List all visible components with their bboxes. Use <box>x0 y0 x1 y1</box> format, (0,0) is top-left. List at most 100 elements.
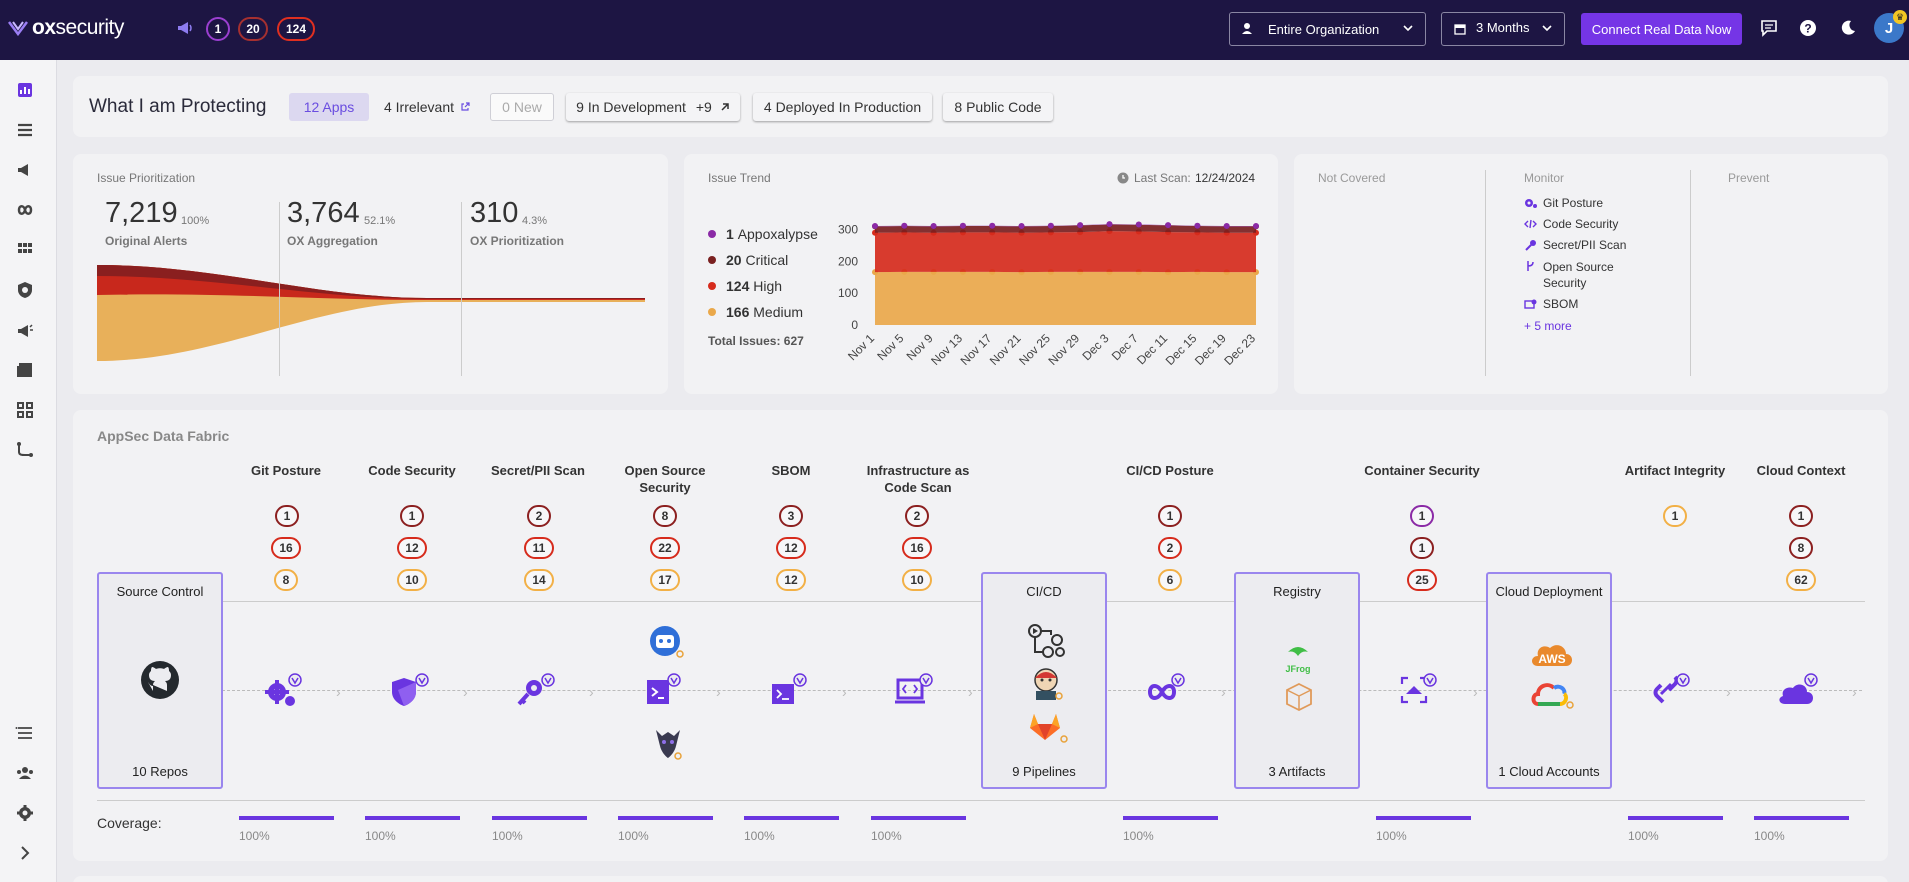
point-appoxalypse[interactable] <box>872 223 878 230</box>
irrelevant-label: 4 Irrelevant <box>383 99 455 115</box>
cloud-context-high-count[interactable]: 8 <box>1789 537 1813 559</box>
dark-mode-icon[interactable] <box>1839 19 1857 37</box>
cicd-posture-critical-count[interactable]: 1 <box>1158 505 1182 527</box>
cicd-posture-medium-count[interactable]: 6 <box>1158 569 1182 591</box>
point-appoxalypse[interactable] <box>1106 221 1113 228</box>
point-appoxalypse[interactable] <box>1223 223 1230 230</box>
code-security-shield-icon[interactable] <box>390 672 432 708</box>
point-appoxalypse[interactable] <box>930 223 937 230</box>
cicd-posture-infinity-icon[interactable] <box>1146 672 1188 708</box>
monitor-item-open-source[interactable]: Open Source Security <box>1524 259 1624 291</box>
column-container-security: Container Security <box>1364 463 1480 478</box>
point-appoxalypse[interactable] <box>1135 221 1142 228</box>
shield-search-icon[interactable] <box>15 280 35 300</box>
cloud-deployment-box[interactable]: Cloud Deployment AWS 1 Cloud Accounts <box>1486 572 1612 789</box>
iac-laptop-icon[interactable] <box>894 672 936 708</box>
deployed-production-chip[interactable]: 4 Deployed In Production <box>753 93 932 121</box>
source-control-box[interactable]: Source Control 10 Repos <box>97 572 223 789</box>
appoxalypse-badge[interactable]: 1 <box>206 17 230 41</box>
cicd-posture-high-count[interactable]: 2 <box>1158 537 1182 559</box>
point-appoxalypse[interactable] <box>1047 222 1054 229</box>
sbom-document-icon[interactable] <box>768 672 810 708</box>
secret-scan-high-count[interactable]: 11 <box>524 537 554 559</box>
team-icon[interactable] <box>15 763 35 783</box>
container-scan-icon[interactable] <box>1398 672 1440 708</box>
secret-scan-critical-count[interactable]: 2 <box>527 505 551 527</box>
sbom-critical-count[interactable]: 3 <box>779 505 803 527</box>
open-source-high-count[interactable]: 22 <box>650 537 680 559</box>
monitor-item-sbom[interactable]: SBOM <box>1524 297 1578 311</box>
point-appoxalypse[interactable] <box>1077 222 1084 229</box>
secret-scan-medium-count[interactable]: 14 <box>524 569 554 591</box>
container-appoxalypse-count[interactable]: 1 <box>1410 505 1434 527</box>
irrelevant-filter-chip[interactable]: 4 Irrelevant <box>379 93 475 121</box>
cloud-context-medium-count[interactable]: 62 <box>1786 569 1816 591</box>
issues-megaphone-icon[interactable] <box>15 160 35 180</box>
iac-medium-count[interactable]: 10 <box>902 569 932 591</box>
iac-critical-count[interactable]: 2 <box>905 505 929 527</box>
coverage-pct: 100% <box>871 829 902 843</box>
monitor-more-link[interactable]: + 5 more <box>1524 319 1572 333</box>
layers-icon[interactable] <box>15 120 35 140</box>
key-icon <box>1525 240 1536 251</box>
container-critical-count[interactable]: 1 <box>1410 537 1434 559</box>
point-appoxalypse[interactable] <box>1018 223 1025 230</box>
infinity-icon[interactable] <box>15 200 35 220</box>
open-source-medium-count[interactable]: 17 <box>650 569 680 591</box>
cicd-box[interactable]: CI/CD 9 Pipelines <box>981 572 1107 789</box>
container-high-count[interactable]: 25 <box>1407 569 1437 591</box>
public-code-chip[interactable]: 8 Public Code <box>943 93 1053 121</box>
code-security-high-count[interactable]: 12 <box>397 537 427 559</box>
git-posture-gears-icon[interactable] <box>263 672 305 708</box>
point-appoxalypse[interactable] <box>959 222 966 229</box>
point-appoxalypse[interactable] <box>901 222 908 229</box>
cloud-context-cloud-icon[interactable] <box>1777 672 1821 708</box>
high-badge[interactable]: 124 <box>277 17 315 41</box>
anchore-icon[interactable] <box>652 726 684 762</box>
code-security-medium-count[interactable]: 10 <box>397 569 427 591</box>
point-appoxalypse[interactable] <box>1253 223 1259 230</box>
ox-security-logo[interactable]: ox security <box>8 16 124 40</box>
monitor-item-git-posture[interactable]: Git Posture <box>1524 196 1603 210</box>
period-select[interactable]: 3 Months <box>1441 12 1565 46</box>
sbom-medium-count[interactable]: 12 <box>776 569 806 591</box>
alerts-icon[interactable] <box>15 320 35 340</box>
expand-chevron-icon[interactable] <box>15 843 35 863</box>
megaphone-icon[interactable] <box>176 19 194 37</box>
git-posture-critical-count[interactable]: 1 <box>275 505 299 527</box>
point-appoxalypse[interactable] <box>1165 222 1172 229</box>
monitor-item-code-security[interactable]: Code Security <box>1524 217 1618 231</box>
artifact-integrity-medium-count[interactable]: 1 <box>1663 505 1687 527</box>
secret-scan-key-icon[interactable] <box>516 672 558 708</box>
list-icon[interactable] <box>15 723 35 743</box>
dependabot-icon[interactable] <box>648 624 686 660</box>
open-source-terminal-icon[interactable] <box>642 672 684 708</box>
artifact-integrity-link-icon[interactable] <box>1651 672 1693 708</box>
monitor-item-secret-scan[interactable]: Secret/PII Scan <box>1524 238 1626 252</box>
apps-filter-chip[interactable]: 12 Apps <box>289 93 369 121</box>
dashboard-icon[interactable] <box>15 80 35 100</box>
pipeline-icon[interactable] <box>15 440 35 460</box>
help-icon[interactable]: ? <box>1799 19 1817 37</box>
git-posture-high-count[interactable]: 16 <box>271 537 301 559</box>
monitor-item-label: Git Posture <box>1543 196 1604 210</box>
in-development-chip[interactable]: 9 In Development +9 <box>566 93 740 121</box>
iac-high-count[interactable]: 16 <box>902 537 932 559</box>
git-posture-medium-count[interactable]: 8 <box>274 569 298 591</box>
settings-gear-icon[interactable] <box>15 803 35 823</box>
organization-select[interactable]: Entire Organization <box>1229 12 1426 46</box>
cloud-context-critical-count[interactable]: 1 <box>1789 505 1813 527</box>
apps-grid-icon[interactable] <box>15 240 35 260</box>
connect-real-data-button[interactable]: Connect Real Data Now <box>1581 13 1742 45</box>
sbom-high-count[interactable]: 12 <box>776 537 806 559</box>
reports-icon[interactable] <box>15 360 35 380</box>
matrix-icon[interactable] <box>15 400 35 420</box>
point-appoxalypse[interactable] <box>1194 222 1201 229</box>
code-security-critical-count[interactable]: 1 <box>400 505 424 527</box>
new-filter-chip[interactable]: 0 New <box>490 93 554 121</box>
point-appoxalypse[interactable] <box>989 222 996 229</box>
critical-badge[interactable]: 20 <box>238 17 268 41</box>
open-source-critical-count[interactable]: 8 <box>653 505 677 527</box>
registry-box[interactable]: Registry JFrog 3 Artifacts <box>1234 572 1360 789</box>
chat-icon[interactable] <box>1760 19 1778 37</box>
